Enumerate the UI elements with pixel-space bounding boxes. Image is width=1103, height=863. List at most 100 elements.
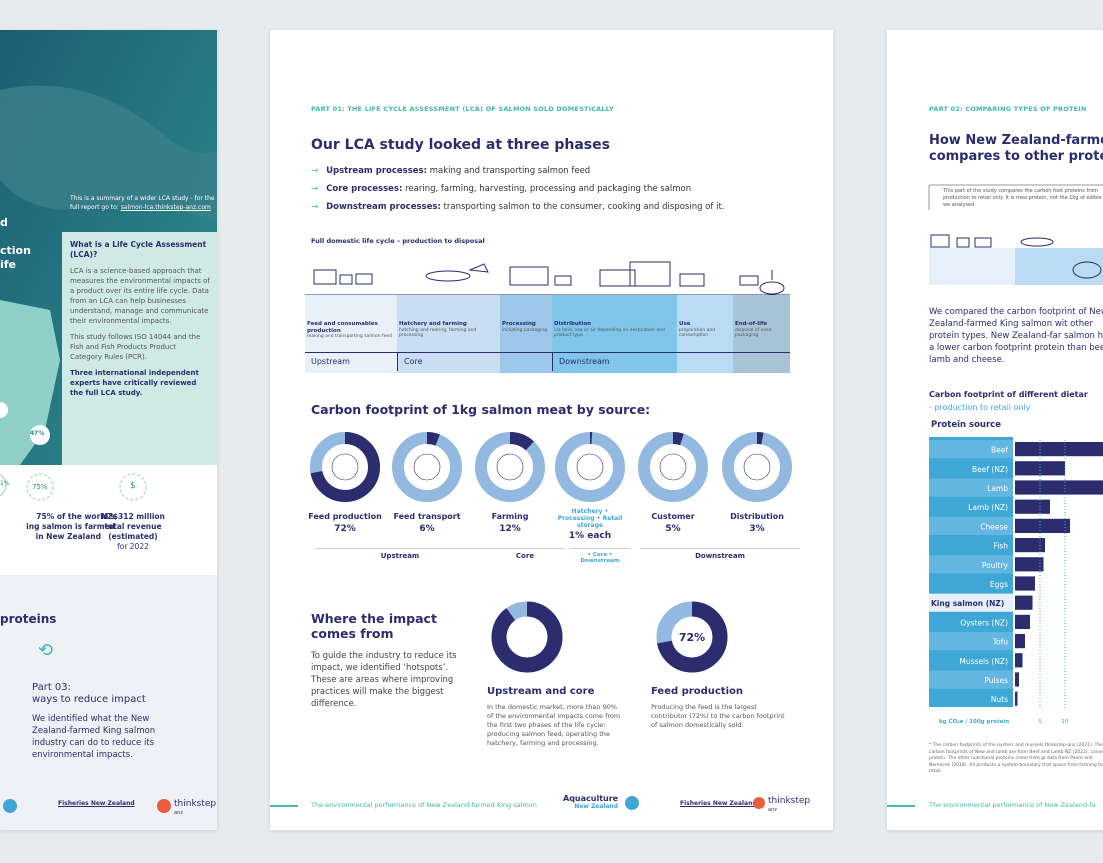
bar <box>1015 480 1103 495</box>
source-group: Core <box>485 548 565 560</box>
stage: Distribution via land, sea or air dependi… <box>552 295 677 373</box>
box-emphasis: Three international independent experts … <box>70 369 199 397</box>
row-band <box>929 478 1013 497</box>
footer: The environmental performance of New Zea… <box>929 801 1096 809</box>
title: Our LCA study looked at three phases <box>311 137 610 153</box>
donut-arc <box>310 432 380 502</box>
box-title: What is a Life Cycle Assessment (LCA)? <box>70 240 207 259</box>
source-label: Feed production 72% <box>300 512 390 536</box>
bullet-text: transporting salmon to the consumer, coo… <box>443 202 725 212</box>
phase: Upstream <box>311 357 350 366</box>
donut-arc <box>475 432 545 502</box>
row-band <box>929 632 1013 651</box>
row-band <box>929 516 1013 535</box>
box-text: This study follows ISO 14044 and the Fis… <box>70 333 201 361</box>
stat-line: in New Zealand <box>35 532 101 541</box>
logo: anz <box>768 807 777 813</box>
stage-detail: hatching and rearing, farming and proces… <box>399 327 477 339</box>
link[interactable]: salmon-lca.thinkstep-anz.com <box>120 204 211 211</box>
source-groups: Upstream Core • Core • Downstream Downstrea… <box>300 548 800 568</box>
donut-icon <box>659 453 687 481</box>
title-line: How New Zealand-farme <box>929 133 1103 148</box>
category-label: Nuts <box>991 695 1008 704</box>
source-value: 3% <box>749 524 765 534</box>
stage-name: Feed and consumables production <box>307 321 378 334</box>
title-line: compares to other protei <box>929 149 1103 164</box>
logo: Fisheries New Zealand <box>58 800 135 807</box>
category-label: Tofu <box>992 638 1009 647</box>
icon: ⟲ <box>38 640 54 661</box>
donut-icon <box>413 453 441 481</box>
title-fragment: ife <box>0 258 17 271</box>
kicker: PART 02: COMPARING TYPES OF PROTEIN <box>929 105 1087 113</box>
source-group: Upstream <box>315 548 485 560</box>
logo-icon <box>625 796 639 810</box>
donut-arc <box>392 432 462 502</box>
impact-text: To guide the industry to reduce its impa… <box>311 651 457 709</box>
bar <box>1015 614 1030 629</box>
source-value: 5% <box>665 524 681 534</box>
bullet-arrow: → <box>311 184 319 194</box>
axis-title: Protein source <box>931 420 1001 430</box>
stage-name: Use <box>679 321 691 327</box>
bar <box>1015 461 1065 476</box>
chart-title: Carbon footprint of different dietar <box>929 390 1088 399</box>
donut-arc <box>638 432 708 502</box>
part-text: We identified what the New Zealand-farme… <box>32 714 156 760</box>
donut-icon <box>743 453 771 481</box>
stage-band: Feed and consumables production making an… <box>305 295 790 373</box>
bullet-text: rearing, farming, harvesting, processing… <box>405 184 692 194</box>
category-label: Pulses <box>984 676 1008 685</box>
bullet-list: → Upstream processes: making and transpor… <box>311 162 821 216</box>
source-name: Customer <box>651 512 695 521</box>
intro: We compared the carbon footprint of New … <box>929 307 1103 365</box>
bullet-bold: Downstream processes: <box>326 202 441 212</box>
note: This part of the study compares the carb… <box>943 188 1103 208</box>
row-band <box>929 555 1013 574</box>
source-name: Hatchery • Processing • Retail storage <box>557 508 623 529</box>
category-label: Oysters (NZ) <box>960 618 1008 627</box>
row-band <box>929 440 1013 459</box>
part-title: ways to reduce impact <box>32 694 146 705</box>
phase: Downstream <box>552 353 797 371</box>
logo-text: Aquaculture <box>563 794 619 803</box>
logo: thinkstep <box>174 799 217 809</box>
category-label: Fish <box>993 542 1008 551</box>
middle-page: >90% 72% PART 01: THE LIFE CYCLE ASSESSME… <box>270 30 833 830</box>
category-label: Lamb <box>987 484 1008 493</box>
stage: Feed and consumables production making an… <box>305 295 397 373</box>
left-page: This is a summary of a wider LCA study -… <box>0 30 217 830</box>
donut-arc <box>656 601 728 673</box>
bar <box>1015 634 1025 649</box>
bullet-bold: Core processes: <box>326 184 403 194</box>
category-label: Cheese <box>980 522 1008 531</box>
stat-line: 75% of the world's <box>36 512 115 521</box>
box-text: LCA is a science-based approach that mea… <box>70 267 210 325</box>
bar <box>1015 518 1070 533</box>
title-fragment: d <box>0 216 8 229</box>
bar <box>1015 691 1018 706</box>
map-label: 47% <box>30 430 45 437</box>
category-label: Poultry <box>982 561 1009 570</box>
source-label: Feed transport 6% <box>382 512 472 536</box>
stat-line: (estimated) <box>108 532 158 541</box>
stat-line: NZ$312 million <box>101 512 165 521</box>
stat-icon: $ <box>130 481 136 491</box>
part-label: Part 03: <box>32 682 72 693</box>
footer-rule <box>887 805 915 807</box>
stat-icon: 75% <box>32 483 48 491</box>
stage-name: Hatchery and farming <box>399 321 467 327</box>
bullet-arrow: → <box>311 166 319 176</box>
stage-detail: including packaging <box>502 327 548 333</box>
logo: Fisheries New Zealand <box>680 800 757 807</box>
logo-text: New Zealand <box>574 803 619 810</box>
category-label: Eggs <box>990 580 1008 589</box>
bullet: → Downstream processes: transporting salm… <box>311 198 821 216</box>
bar <box>1015 442 1103 457</box>
bar <box>1015 672 1019 687</box>
donut-arc <box>722 432 792 502</box>
chart-subtitle: - production to retail only <box>929 403 1031 412</box>
stage-detail: making and transporting salmon feed <box>307 334 392 339</box>
hotspot-title: Feed production <box>651 686 743 697</box>
stage-detail: disposal of used packaging <box>735 327 772 339</box>
